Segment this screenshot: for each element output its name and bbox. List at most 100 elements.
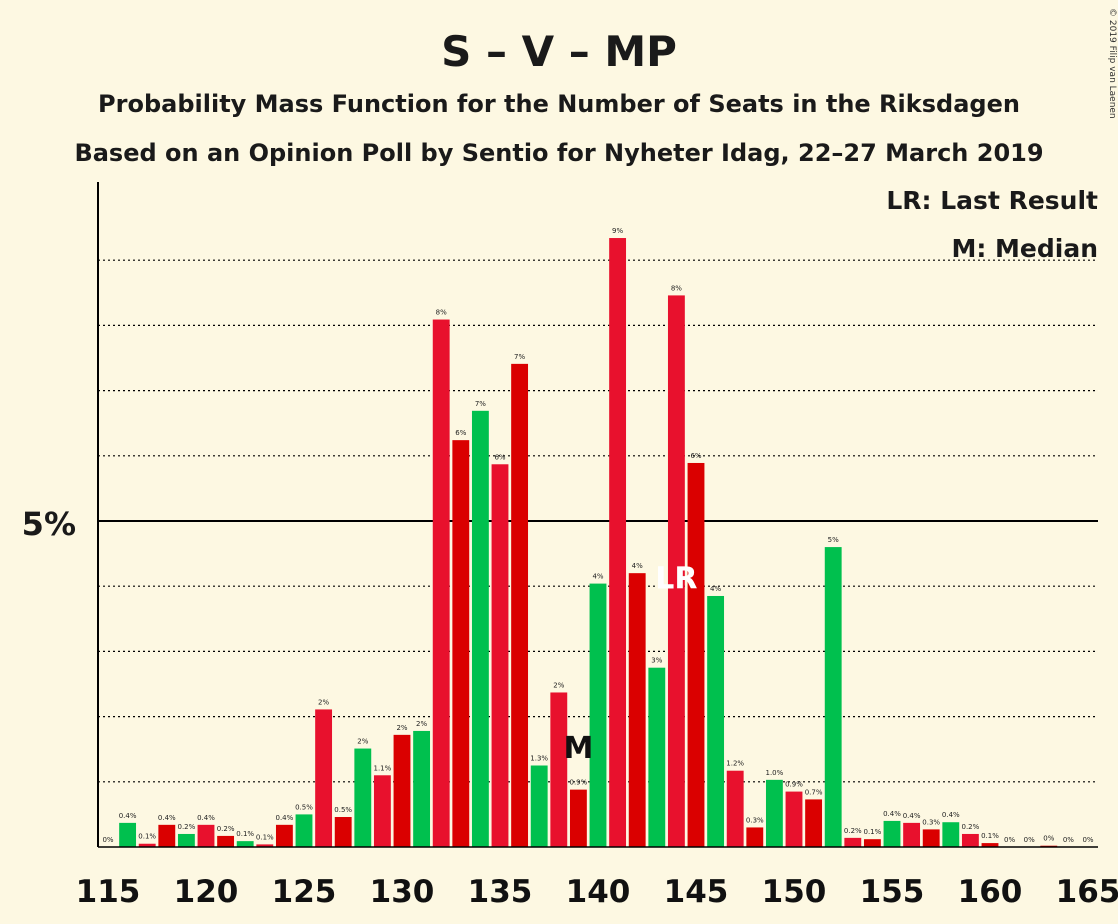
bar-label-146: 4% — [710, 585, 721, 593]
bar-146 — [707, 595, 725, 847]
bar-label-130: 2% — [396, 724, 407, 732]
bar-152 — [824, 547, 842, 847]
bar-label-118: 0.4% — [158, 814, 176, 822]
last-result-marker: LR — [655, 561, 697, 596]
bar-130 — [393, 734, 411, 847]
x-tick-label: 155 — [860, 874, 925, 910]
bar-label-155: 0.4% — [883, 810, 901, 818]
bar-160 — [981, 843, 999, 847]
bar-label-138: 2% — [553, 681, 564, 689]
bar-label-126: 2% — [318, 698, 329, 706]
bar-label-161: 0% — [1004, 836, 1015, 844]
bar-159 — [961, 833, 979, 847]
bar-label-159: 0.2% — [962, 823, 980, 831]
bar-label-153: 0.2% — [844, 827, 862, 835]
x-tick-label: 130 — [370, 874, 435, 910]
bar-132 — [432, 319, 450, 848]
bar-128 — [354, 748, 372, 847]
bar-142 — [628, 573, 646, 847]
bar-label-156: 0.4% — [903, 812, 921, 820]
x-tick-label: 140 — [566, 874, 631, 910]
bar-label-143: 3% — [651, 657, 662, 665]
bar-label-136: 7% — [514, 353, 525, 361]
bar-label-129: 1.1% — [374, 764, 392, 772]
bar-label-140: 4% — [592, 573, 603, 581]
bar-labels-group: 0%0.4%0.1%0.4%0.2%0.4%0.2%0.1% 0.1%0.4%0.… — [102, 227, 1093, 844]
bar-label-144: 8% — [671, 284, 682, 292]
bar-138 — [550, 692, 568, 847]
y-tick-label-5pct: 5% — [22, 505, 76, 543]
x-tick-label: 165 — [1056, 874, 1118, 910]
bar-119 — [177, 833, 195, 847]
x-ticks-group: 115 120 125 130 135 140 145 150 155 160 165 — [76, 874, 1118, 910]
bar-158 — [942, 822, 960, 847]
bar-label-163: 0% — [1043, 835, 1054, 843]
bar-145 — [687, 462, 705, 847]
bar-label-145: 6% — [690, 452, 701, 460]
bar-label-133: 6% — [455, 429, 466, 437]
bar-117 — [138, 843, 156, 847]
bars-group — [119, 238, 1058, 848]
bar-label-141: 9% — [612, 227, 623, 235]
bar-label-162: 0% — [1024, 836, 1035, 844]
bar-label-151: 0.7% — [805, 788, 823, 796]
bar-label-120: 0.4% — [197, 814, 215, 822]
legend-median: M: Median — [951, 234, 1098, 263]
bar-131 — [413, 730, 431, 847]
bar-label-119: 0.2% — [178, 823, 196, 831]
bar-label-164: 0% — [1063, 836, 1074, 844]
bar-127 — [334, 817, 352, 847]
bar-157 — [922, 829, 940, 847]
bar-label-132: 8% — [436, 309, 447, 317]
bar-label-149: 1.0% — [766, 769, 784, 777]
x-tick-label: 160 — [958, 874, 1023, 910]
bar-125 — [295, 814, 313, 847]
bar-label-134: 7% — [475, 400, 486, 408]
bar-155 — [883, 820, 901, 847]
bar-133 — [452, 440, 470, 847]
x-tick-label: 115 — [76, 874, 141, 910]
bar-149 — [765, 779, 783, 847]
chart-title: S – V – MP — [441, 27, 677, 76]
bar-120 — [197, 824, 215, 847]
x-tick-label: 120 — [174, 874, 239, 910]
x-tick-label: 125 — [272, 874, 337, 910]
bar-label-128: 2% — [357, 738, 368, 746]
x-tick-label: 150 — [762, 874, 827, 910]
bar-154 — [863, 839, 881, 847]
bar-label-152: 5% — [828, 536, 839, 544]
bar-label-117: 0.1% — [138, 833, 156, 841]
chart-subtitle-2: Based on an Opinion Poll by Sentio for N… — [74, 139, 1043, 167]
bar-134 — [471, 410, 489, 847]
bar-label-157: 0.3% — [922, 818, 940, 826]
bar-143 — [648, 667, 666, 847]
bar-label-147: 1.2% — [726, 760, 744, 768]
bar-156 — [903, 822, 921, 847]
bar-150 — [785, 791, 803, 847]
bar-124 — [275, 824, 293, 847]
bar-label-121: 0.2% — [217, 825, 235, 833]
bar-label-165: 0% — [1082, 836, 1093, 844]
bar-label-125: 0.5% — [295, 803, 313, 811]
bar-label-150: 0.9% — [785, 781, 803, 789]
bar-label-116: 0.4% — [119, 812, 137, 820]
bar-label-139: 0.9% — [570, 779, 588, 787]
bar-label-131: 2% — [416, 720, 427, 728]
bar-label-154: 0.1% — [864, 828, 882, 836]
bar-116 — [119, 822, 137, 847]
bar-122 — [236, 841, 254, 847]
bar-140 — [589, 583, 607, 847]
bar-label-137: 1.3% — [530, 755, 548, 763]
x-tick-label: 145 — [664, 874, 729, 910]
bar-139 — [569, 789, 587, 847]
copyright-note: © 2019 Filip van Laenen — [1107, 8, 1117, 119]
bar-126 — [315, 709, 333, 847]
bar-148 — [746, 827, 764, 847]
bar-label-115: 0% — [102, 836, 113, 844]
legend-last-result: LR: Last Result — [886, 186, 1098, 215]
bar-136 — [511, 363, 529, 847]
bar-151 — [805, 799, 823, 847]
bar-label-142: 4% — [632, 562, 643, 570]
bar-147 — [726, 770, 744, 847]
